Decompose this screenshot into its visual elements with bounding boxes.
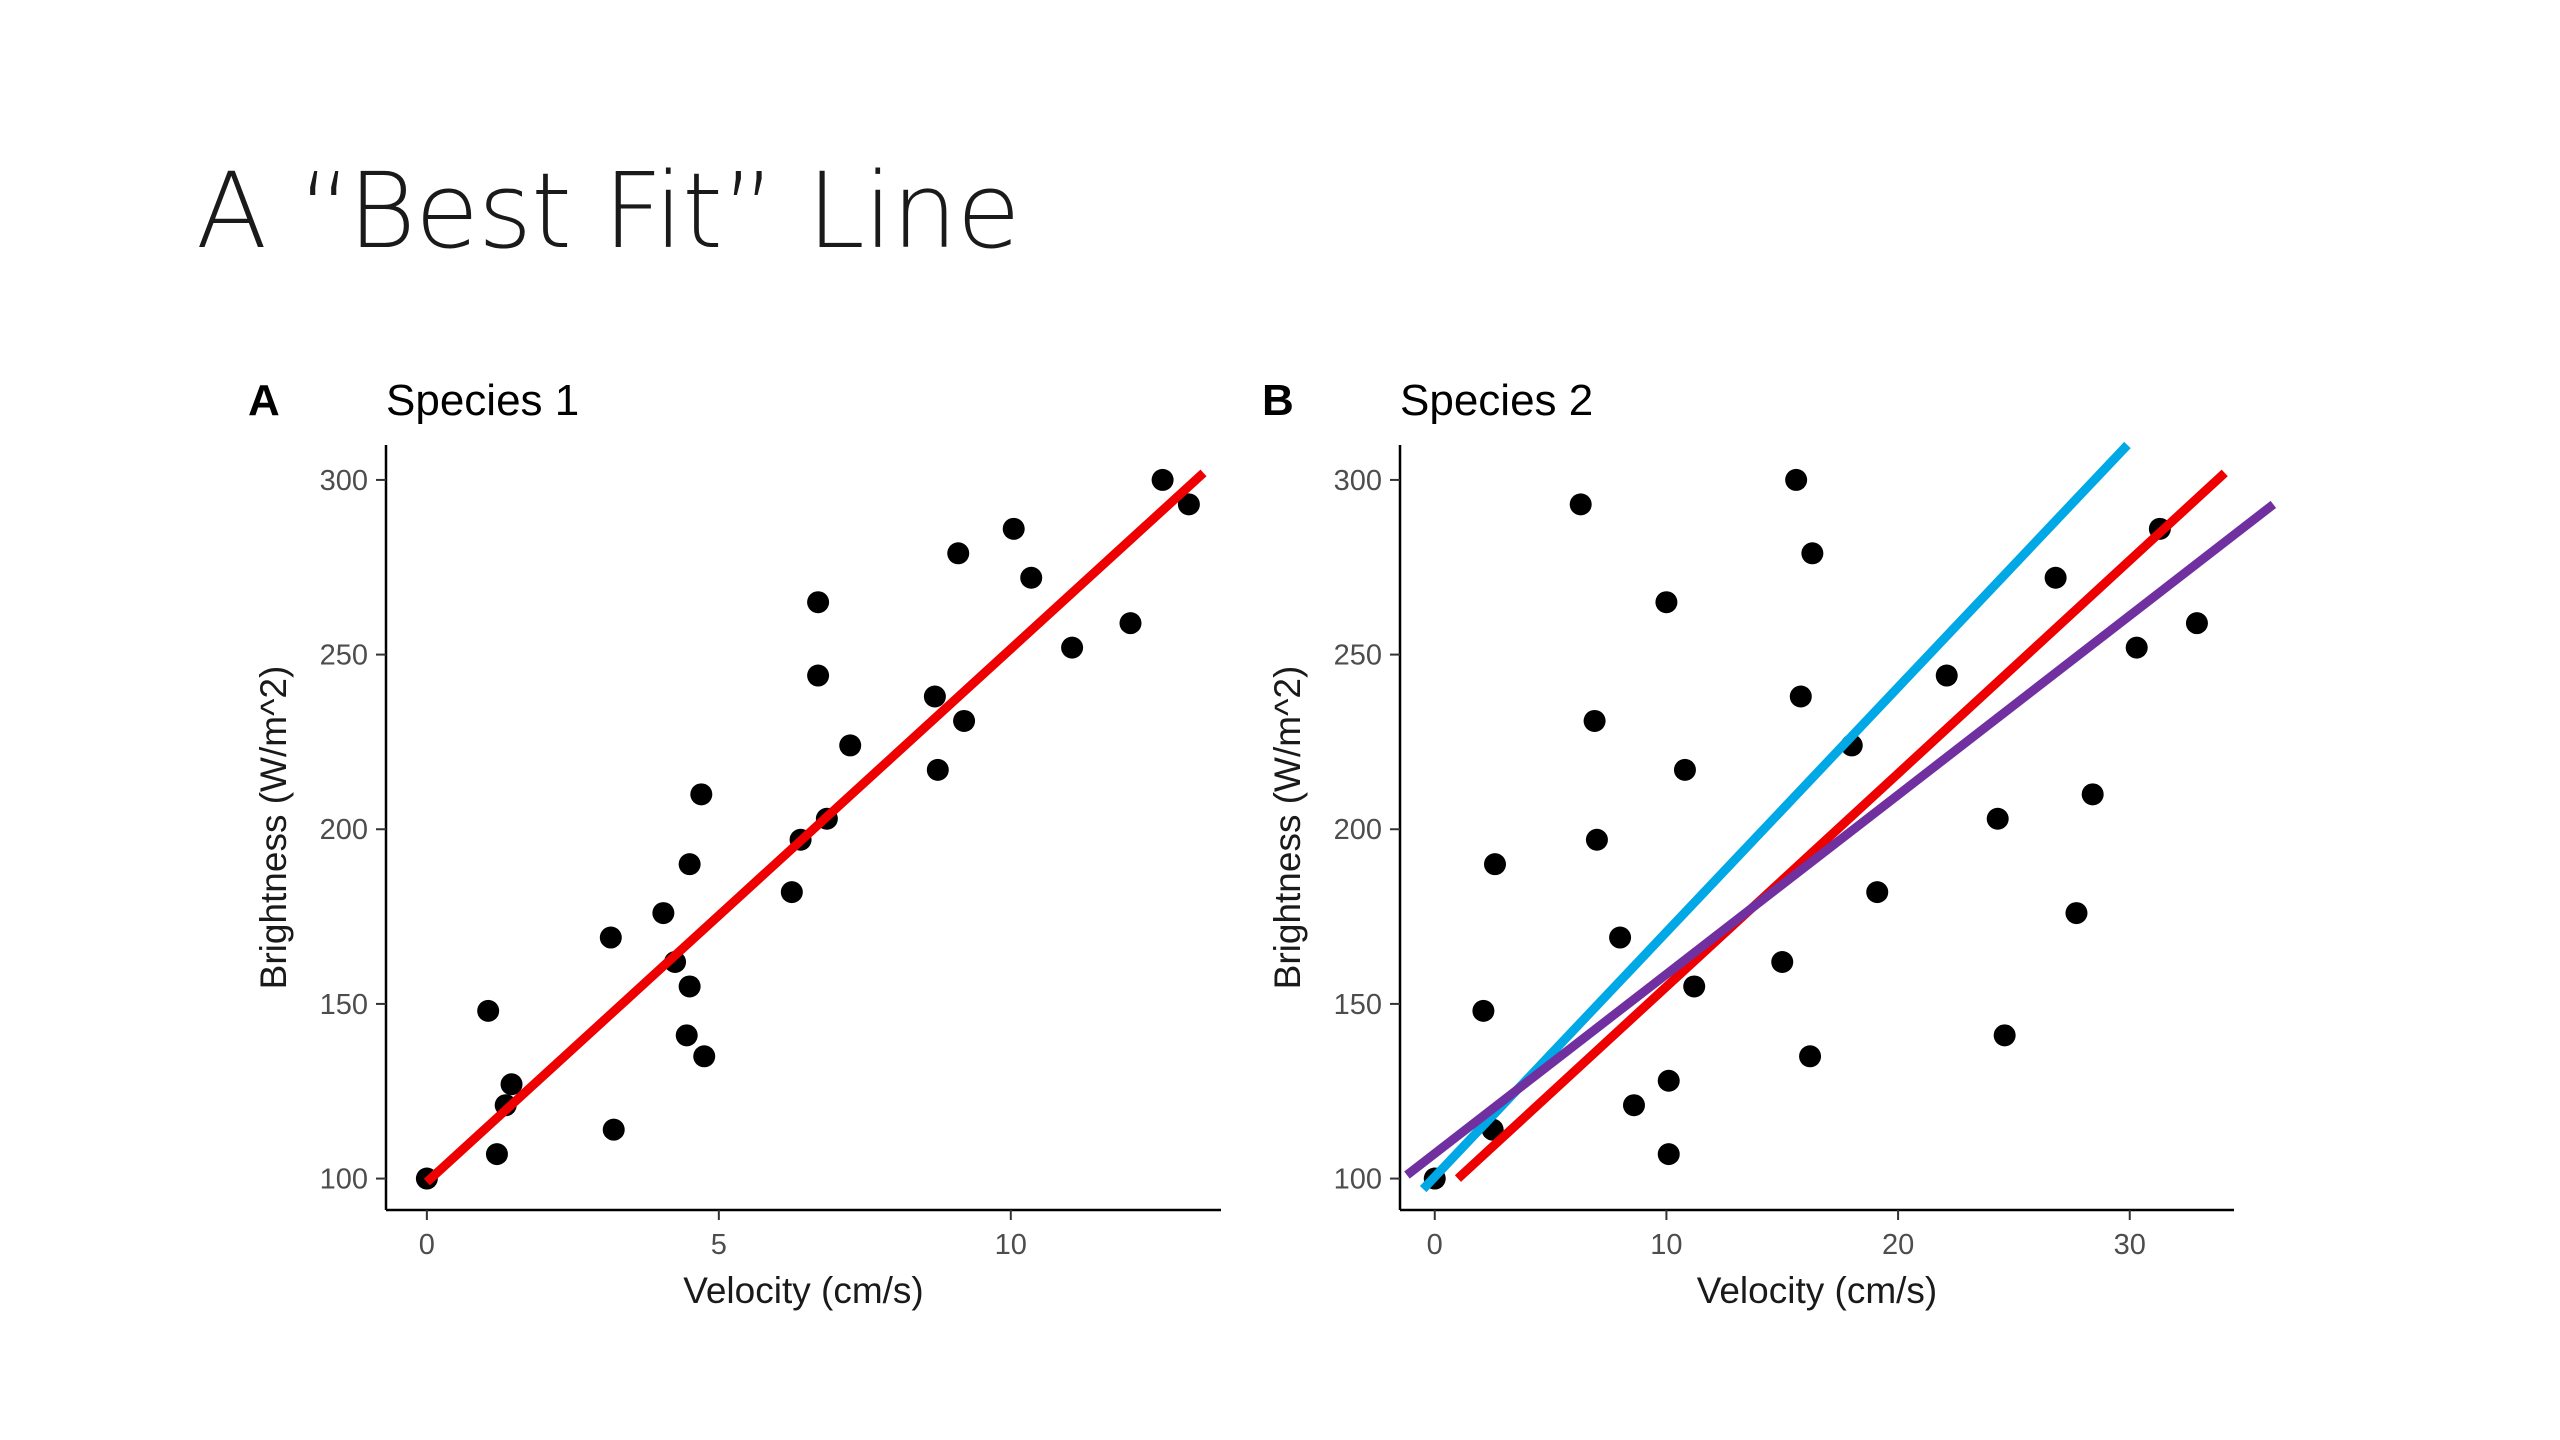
panel-a-data-point — [839, 734, 862, 757]
panel-a-data-point — [953, 709, 976, 732]
panel-b-data-point — [1986, 807, 2009, 830]
panel-b-data-point — [2185, 612, 2208, 635]
panel-a-y-tick-label: 150 — [320, 989, 368, 1021]
panel-b-data-point — [1683, 975, 1706, 998]
panel-b-data-point — [1935, 664, 1958, 687]
panel-b-data-point — [1569, 493, 1592, 516]
panel-a-data-point — [675, 1024, 698, 1047]
panel-a-data-point — [807, 664, 830, 687]
panel-a-y-tick-label: 100 — [320, 1164, 368, 1196]
panel-a-data-point — [1119, 612, 1142, 635]
panel-a-y-axis-label: Brightness (W/m^2) — [253, 666, 294, 990]
panel-a-data-point — [947, 542, 970, 565]
panel-a-data-point — [923, 685, 946, 708]
panel-a-data-point — [1020, 566, 1043, 589]
panel-a-best-fit-fit-line — [423, 469, 1207, 1186]
panel-b-data-point — [1771, 950, 1794, 973]
panel-a-x-axis-label: Velocity (cm/s) — [683, 1270, 924, 1311]
panel-b-title: Species 2 — [1400, 376, 1593, 425]
panel-a-data-point — [678, 853, 701, 876]
panel-a-data-point — [693, 1045, 716, 1068]
panel-b-data-point — [1622, 1094, 1645, 1117]
panel-b-data-point — [1799, 1045, 1822, 1068]
panel-b-data-point — [2065, 902, 2088, 925]
panel-b-purple-line-fit-line — [1404, 500, 2277, 1179]
panel-a-x-tick-label: 0 — [419, 1229, 435, 1261]
panel-a-data-point — [1177, 493, 1200, 516]
panel-b-red-line-fit-line — [1454, 469, 2228, 1182]
panel-a-data-point — [807, 591, 830, 614]
panel-b-blue-line-fit-line — [1419, 441, 2131, 1193]
panel-b-data-point — [1657, 1069, 1680, 1092]
panel-a-x-tick-label: 5 — [711, 1229, 727, 1261]
panel-a-data-point — [690, 783, 713, 806]
panel-a-data-point — [652, 902, 675, 925]
panel-a-y-tick-label: 250 — [320, 640, 368, 672]
panel-b-x-tick-label: 10 — [1650, 1229, 1682, 1261]
panel-b-y-axis-label: Brightness (W/m^2) — [1267, 666, 1308, 990]
panel-b-data-point — [2044, 566, 2067, 589]
panel-b-y-tick-label: 100 — [1334, 1164, 1382, 1196]
panel-b-data-point — [1609, 926, 1632, 949]
panel-b-data-point — [1866, 881, 1889, 904]
panel-b-data-point — [1655, 591, 1678, 614]
panel-b-data-point — [1673, 758, 1696, 781]
panel-a-letter: A — [248, 376, 280, 425]
panel-b-x-tick-label: 30 — [2114, 1229, 2146, 1261]
panel-b-letter: B — [1262, 376, 1294, 425]
panel-a-data-point — [1002, 517, 1025, 540]
panel-b-data-point — [1585, 828, 1608, 851]
panel-a-y-tick-label: 200 — [320, 814, 368, 846]
panel-b-data-point — [1993, 1024, 2016, 1047]
panel-b-data-point — [1583, 709, 1606, 732]
panel-b-data-point — [1483, 853, 1506, 876]
panel-b-x-tick-label: 20 — [1882, 1229, 1914, 1261]
panel-b-y-tick-label: 300 — [1334, 465, 1382, 497]
panel-a-data-point — [485, 1143, 508, 1166]
panel-a-y-tick-label: 300 — [320, 465, 368, 497]
panel-b-y-tick-label: 250 — [1334, 640, 1382, 672]
panel-b-data-point — [1472, 999, 1495, 1022]
panel-b-x-tick-label: 0 — [1427, 1229, 1443, 1261]
panel-a-data-point — [678, 975, 701, 998]
panel-a-data-point — [1151, 468, 1174, 491]
slide-title: A “Best Fit” Line — [196, 150, 1021, 272]
panel-a-x-tick-label: 10 — [995, 1229, 1027, 1261]
panel-b-data-point — [1785, 468, 1808, 491]
panel-b-data-point — [2125, 636, 2148, 659]
panel-a-title: Species 1 — [386, 376, 579, 425]
panel-b-data-point — [1657, 1143, 1680, 1166]
panel-a-data-point — [926, 758, 949, 781]
panel-b-data-point — [2081, 783, 2104, 806]
panel-a-data-point — [780, 881, 803, 904]
panel-b-y-tick-label: 150 — [1334, 989, 1382, 1021]
panel-b-x-axis-label: Velocity (cm/s) — [1697, 1270, 1938, 1311]
panel-a-data-point — [602, 1118, 625, 1141]
panel-a-data-point — [477, 999, 500, 1022]
panel-a-data-point — [500, 1073, 523, 1096]
panel-a-data-point — [599, 926, 622, 949]
panel-b-y-tick-label: 200 — [1334, 814, 1382, 846]
panel-b-data-point — [1801, 542, 1824, 565]
panel-a-data-point — [1061, 636, 1084, 659]
panel-b-data-point — [1789, 685, 1812, 708]
